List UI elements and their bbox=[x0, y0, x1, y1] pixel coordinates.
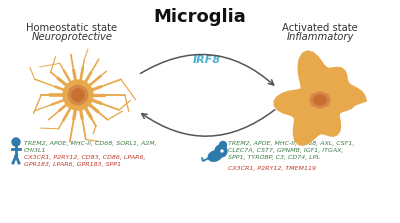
Circle shape bbox=[68, 85, 88, 105]
FancyArrowPatch shape bbox=[142, 110, 275, 136]
Ellipse shape bbox=[310, 92, 330, 108]
Circle shape bbox=[220, 142, 226, 149]
Text: Inflammatory: Inflammatory bbox=[286, 32, 354, 42]
Circle shape bbox=[72, 89, 84, 101]
Circle shape bbox=[63, 80, 93, 110]
Circle shape bbox=[221, 150, 223, 152]
Text: CX3CR1, P2RY12, CD83, CD86, LPAR6,
GPR183, LPAR6, GPR183, SPP1: CX3CR1, P2RY12, CD83, CD86, LPAR6, GPR18… bbox=[24, 155, 146, 167]
Text: IRF8: IRF8 bbox=[193, 55, 221, 65]
Ellipse shape bbox=[314, 95, 326, 105]
Text: CX3CR1, P2RY12, TMEM119: CX3CR1, P2RY12, TMEM119 bbox=[228, 166, 316, 171]
Text: Microglia: Microglia bbox=[154, 8, 246, 26]
Text: TREM2, APOE, MHC-II, CD68, SORL1, A2M,
CHI3L1: TREM2, APOE, MHC-II, CD68, SORL1, A2M, C… bbox=[24, 141, 157, 153]
Text: Activated state: Activated state bbox=[282, 23, 358, 33]
Polygon shape bbox=[274, 51, 366, 145]
Ellipse shape bbox=[208, 151, 222, 161]
Text: TREM2, APOE, MHC-II, CD68, AXL, CSF1,
CLEC7A, CST7, GPNMB, IGF1, ITGAX,
SPP1, TY: TREM2, APOE, MHC-II, CD68, AXL, CSF1, CL… bbox=[228, 141, 354, 160]
Text: Neuroprotective: Neuroprotective bbox=[32, 32, 112, 42]
Circle shape bbox=[12, 138, 20, 146]
Circle shape bbox=[215, 145, 227, 157]
FancyArrowPatch shape bbox=[140, 54, 274, 85]
Text: Homeostatic state: Homeostatic state bbox=[26, 23, 118, 33]
